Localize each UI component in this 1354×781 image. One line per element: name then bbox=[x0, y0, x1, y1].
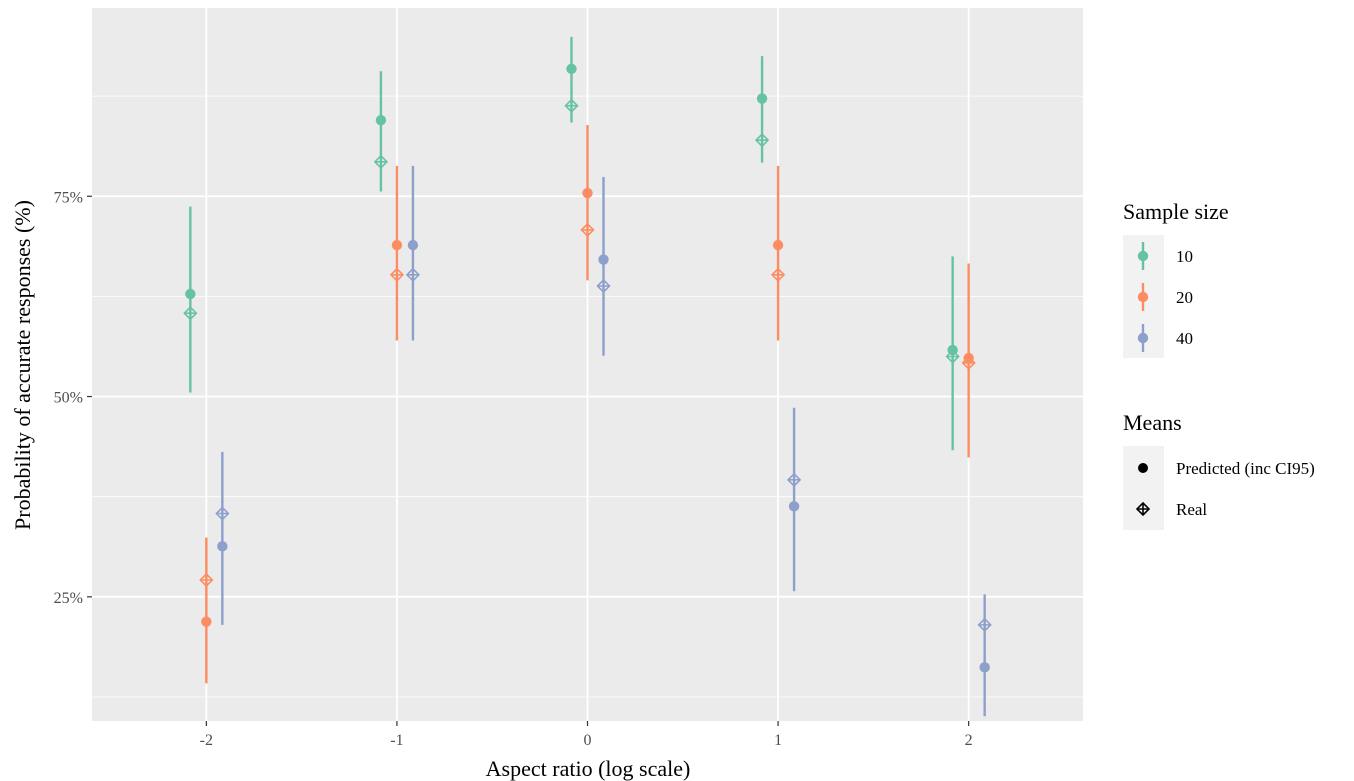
real-mean-point bbox=[596, 278, 611, 294]
real-mean-point bbox=[580, 222, 595, 238]
legend-sample-size: Sample size 10 20 40 bbox=[1123, 199, 1229, 358]
predicted-point bbox=[407, 239, 419, 251]
predicted-point bbox=[185, 288, 196, 300]
legend-key-predicted bbox=[1138, 463, 1148, 473]
y-tick-label: 75% bbox=[54, 189, 83, 206]
legend-label-real: Real bbox=[1176, 500, 1207, 519]
legend-key-dot bbox=[1137, 291, 1149, 303]
y-tick-label: 25% bbox=[54, 590, 83, 607]
x-tick-label: -2 bbox=[200, 732, 213, 749]
predicted-point bbox=[217, 541, 228, 552]
legend-key-real bbox=[1135, 501, 1151, 517]
x-tick-label: 2 bbox=[965, 732, 973, 749]
predicted-point bbox=[391, 239, 403, 251]
axis-ticks: -2 -1 0 1 2 25% 50% 75% bbox=[54, 189, 973, 749]
real-mean-point bbox=[373, 154, 389, 169]
legend-label-predicted: Predicted (inc CI95) bbox=[1176, 459, 1315, 478]
predicted-point bbox=[979, 662, 990, 673]
predicted-point bbox=[566, 63, 577, 75]
legend-means: Means Predicted (inc CI95) Real bbox=[1123, 410, 1315, 530]
legend-means-keys-bg bbox=[1123, 446, 1164, 530]
legend-title-means: Means bbox=[1123, 410, 1182, 435]
real-mean-point bbox=[405, 267, 421, 282]
x-axis-title: Aspect ratio (log scale) bbox=[486, 756, 691, 781]
predicted-point bbox=[582, 187, 593, 199]
real-mean-point bbox=[564, 98, 579, 113]
predicted-point bbox=[375, 114, 387, 126]
legend-label-10: 10 bbox=[1176, 247, 1193, 266]
predicted-point bbox=[201, 616, 212, 627]
real-mean-point bbox=[961, 355, 976, 371]
real-mean-point bbox=[215, 506, 230, 521]
predicted-point bbox=[788, 501, 800, 512]
x-tick-label: -1 bbox=[390, 732, 403, 749]
y-axis-title: Probability of accurate responses (%) bbox=[10, 200, 35, 530]
legend-key-dot bbox=[1137, 332, 1149, 344]
x-tick-label: 1 bbox=[774, 732, 782, 749]
real-mean-point bbox=[183, 306, 198, 321]
legend-label-20: 20 bbox=[1176, 288, 1193, 307]
legend-key-dot bbox=[1137, 250, 1149, 262]
chart-marks bbox=[183, 36, 992, 717]
legend-label-40: 40 bbox=[1176, 329, 1193, 348]
legend-title-sample-size: Sample size bbox=[1123, 199, 1229, 224]
real-mean-point bbox=[199, 572, 214, 588]
real-mean-point bbox=[770, 267, 786, 282]
predicted-point bbox=[598, 254, 609, 265]
real-mean-point bbox=[754, 133, 770, 148]
predicted-point bbox=[772, 239, 784, 251]
y-tick-label: 50% bbox=[54, 390, 83, 407]
grid-major bbox=[92, 8, 1083, 721]
real-mean-point bbox=[389, 267, 405, 282]
real-mean-point bbox=[945, 349, 960, 364]
real-mean-point bbox=[977, 617, 992, 632]
x-tick-label: 0 bbox=[584, 732, 592, 749]
predicted-point bbox=[756, 93, 768, 104]
real-mean-point bbox=[786, 472, 802, 487]
